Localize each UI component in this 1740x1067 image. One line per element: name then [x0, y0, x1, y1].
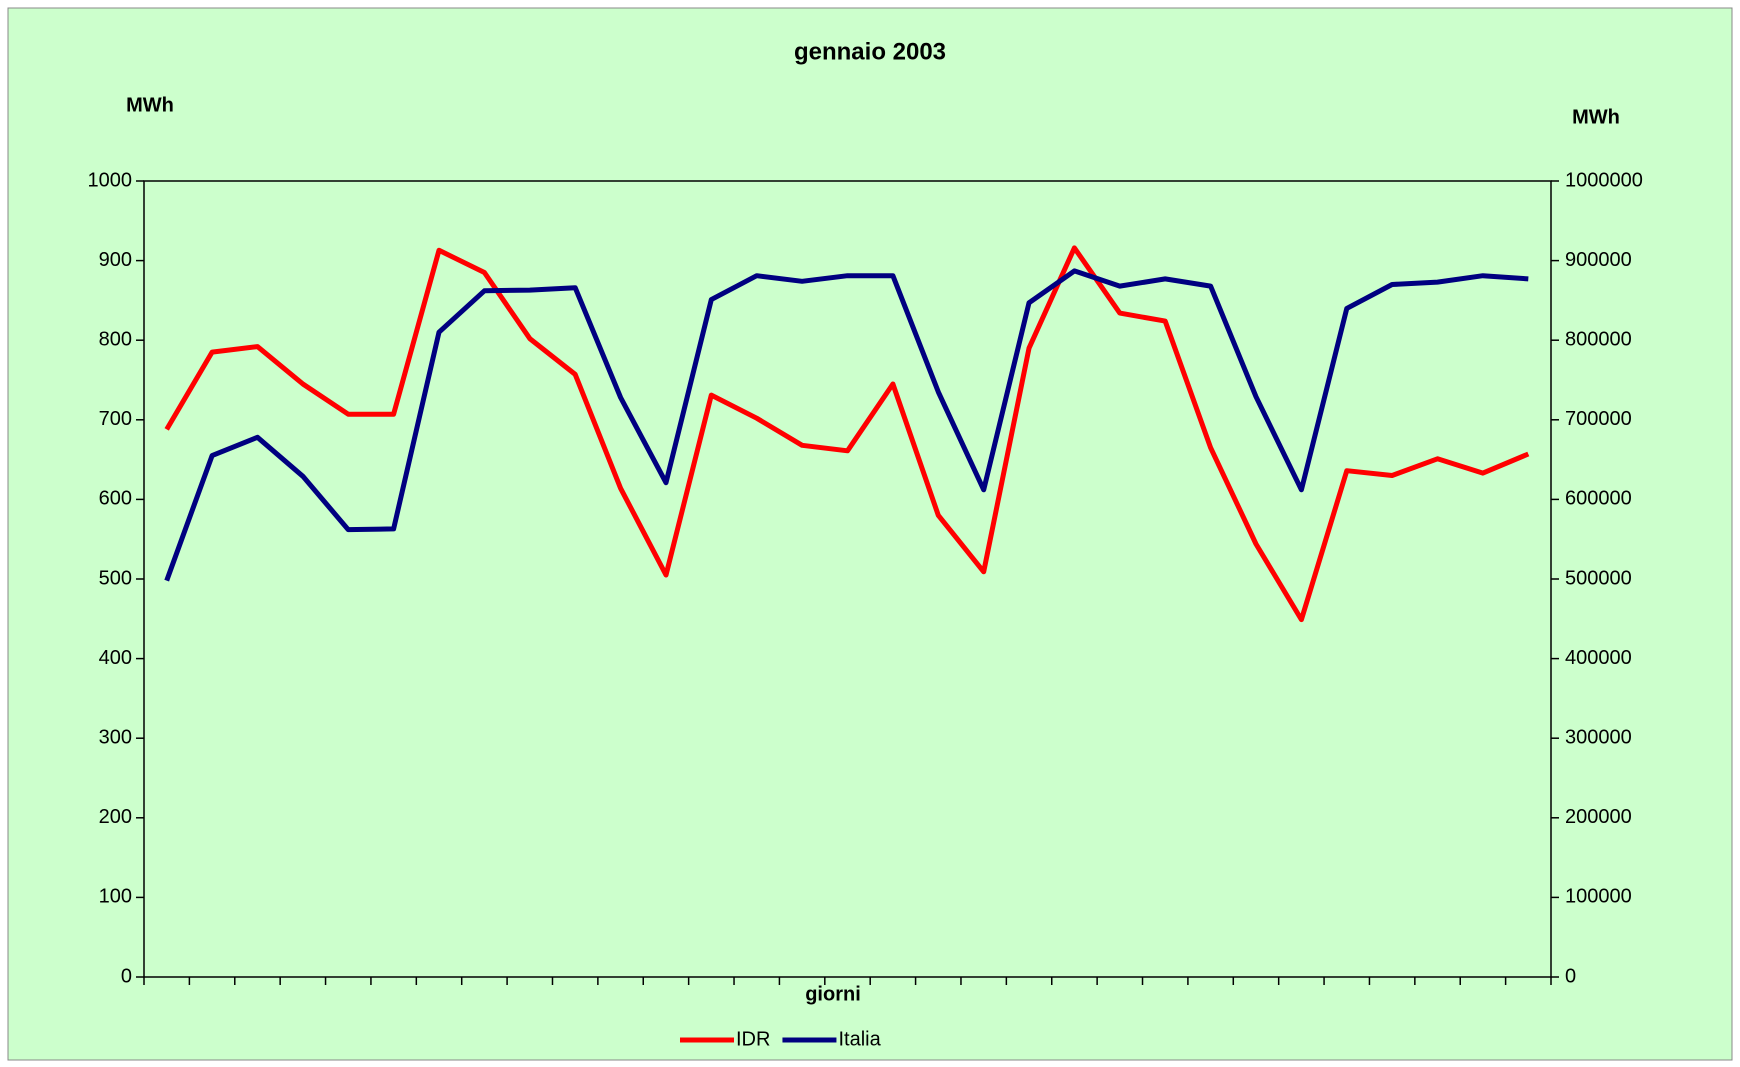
- y-tick-label: 600: [99, 488, 132, 510]
- y-tick-label: 900: [99, 249, 132, 271]
- y2-tick-label: 200000: [1565, 806, 1632, 828]
- y-tick-label: 100: [99, 886, 132, 908]
- legend-label: IDR: [736, 1028, 770, 1050]
- y-tick-label: 800: [99, 328, 132, 350]
- y-tick-label: 1000: [88, 169, 133, 191]
- y2-tick-label: 100000: [1565, 886, 1632, 908]
- y2-axis-label: MWh: [1572, 106, 1620, 128]
- line-series: [164, 245, 1530, 623]
- y-axis-label: MWh: [126, 94, 174, 116]
- y-tick-label: 400: [99, 647, 132, 669]
- y2-tick-label: 700000: [1565, 408, 1632, 430]
- x-axis-label: giorni: [805, 983, 861, 1005]
- y-tick-label: 700: [99, 408, 132, 430]
- legend-label: Italia: [838, 1028, 881, 1050]
- y2-tick-label: 900000: [1565, 249, 1632, 271]
- y2-tick-label: 1000000: [1565, 169, 1643, 191]
- y-tick-label: 200: [99, 806, 132, 828]
- y2-tick-label: 300000: [1565, 726, 1632, 748]
- y-tick-label: 300: [99, 726, 132, 748]
- line-series: [164, 268, 1529, 582]
- y2-tick-label: 0: [1565, 965, 1576, 987]
- y2-tick-label: 400000: [1565, 647, 1632, 669]
- chart-title: gennaio 2003: [794, 38, 946, 65]
- y2-tick-label: 600000: [1565, 488, 1632, 510]
- y2-tick-label: 500000: [1565, 567, 1632, 589]
- y2-tick-label: 800000: [1565, 328, 1632, 350]
- y-tick-label: 500: [99, 567, 132, 589]
- chart-background: [7, 7, 1733, 1061]
- y-tick-label: 0: [121, 965, 132, 987]
